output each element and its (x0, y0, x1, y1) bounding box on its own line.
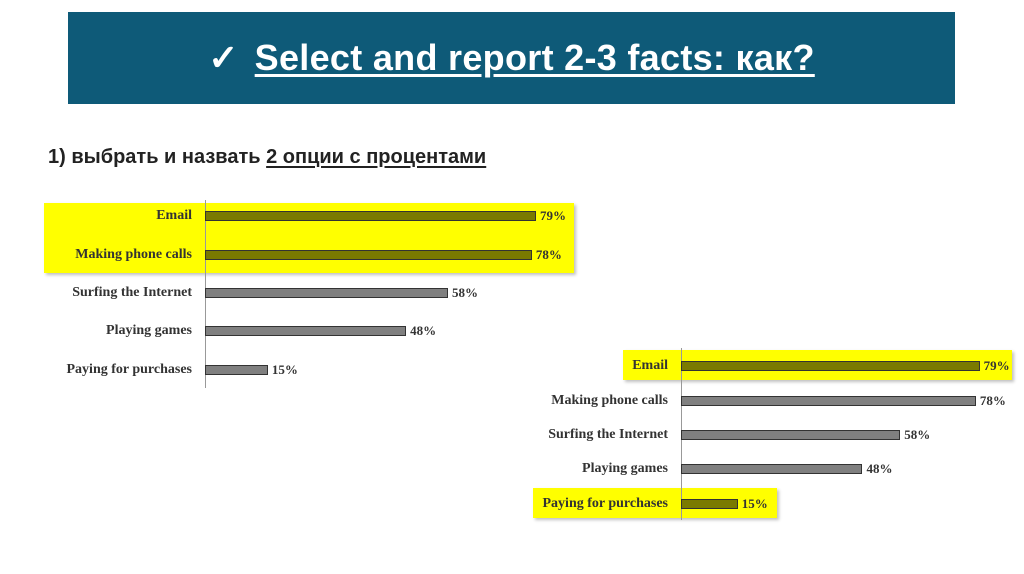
category-label: Paying for purchases (542, 496, 669, 511)
data-label: 58% (452, 285, 479, 300)
data-label: 48% (866, 461, 893, 476)
bar (205, 288, 449, 298)
slide-title: ✓ Select and report 2-3 facts: как? (208, 37, 815, 79)
data-label: 79% (983, 358, 1010, 373)
bar (205, 250, 532, 260)
data-label: 15% (741, 496, 768, 511)
data-label: 58% (904, 427, 931, 442)
category-label: Making phone calls (551, 393, 668, 408)
category-label: Email (632, 358, 668, 373)
data-label: 48% (410, 323, 437, 338)
category-label: Playing games (106, 323, 192, 338)
data-label: 79% (540, 208, 566, 223)
category-label: Making phone calls (75, 247, 192, 262)
data-label: 78% (535, 247, 562, 262)
bar (205, 211, 536, 221)
bar (681, 464, 863, 474)
category-label: Surfing the Internet (548, 427, 668, 442)
data-label: 78% (979, 393, 1006, 408)
category-label: Surfing the Internet (72, 285, 192, 300)
instruction-underlined: 2 опции с процентами (266, 146, 487, 168)
data-label: 15% (271, 362, 298, 377)
instruction: 1) выбрать и назвать 2 опции с процентам… (48, 146, 486, 169)
bar (681, 499, 738, 509)
instruction-prefix: 1) выбрать и назвать (48, 146, 267, 168)
bar (681, 361, 980, 371)
bar (681, 430, 901, 440)
bar (205, 326, 407, 336)
bar (681, 396, 976, 406)
title-banner: ✓ Select and report 2-3 facts: как? (68, 12, 955, 104)
category-label: Playing games (582, 461, 668, 476)
title-text: Select and report 2-3 facts: как? (254, 37, 815, 78)
bar (205, 365, 268, 375)
category-label: Email (156, 208, 192, 223)
category-label: Paying for purchases (66, 362, 193, 377)
check-icon: ✓ (208, 37, 239, 78)
